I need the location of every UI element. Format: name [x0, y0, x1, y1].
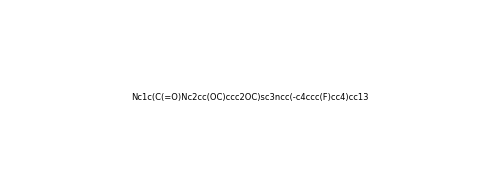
Text: Nc1c(C(=O)Nc2cc(OC)ccc2OC)sc3ncc(-c4ccc(F)cc4)cc13: Nc1c(C(=O)Nc2cc(OC)ccc2OC)sc3ncc(-c4ccc(… — [131, 93, 368, 102]
